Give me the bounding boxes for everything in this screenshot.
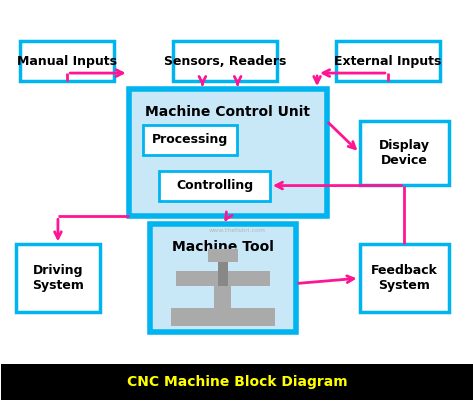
Bar [208,249,238,262]
FancyBboxPatch shape [128,89,327,217]
Text: CNC Machine Block Diagram: CNC Machine Block Diagram [127,375,347,389]
FancyBboxPatch shape [16,244,100,312]
Text: Machine Control Unit: Machine Control Unit [145,105,310,119]
Text: Display
Device: Display Device [379,139,430,167]
Text: Controlling: Controlling [176,179,253,192]
Text: Processing: Processing [152,133,228,146]
Bar [176,271,270,286]
FancyBboxPatch shape [173,41,277,81]
FancyBboxPatch shape [359,121,449,184]
FancyBboxPatch shape [359,244,449,312]
FancyBboxPatch shape [336,41,439,81]
FancyBboxPatch shape [150,225,296,332]
Text: Manual Inputs: Manual Inputs [18,55,118,68]
FancyBboxPatch shape [20,41,115,81]
Text: Feedback
System: Feedback System [371,264,438,292]
Text: www.thefabri.com: www.thefabri.com [209,228,265,233]
Text: Sensors, Readers: Sensors, Readers [164,55,286,68]
Text: Machine Tool: Machine Tool [172,240,274,254]
FancyBboxPatch shape [159,171,270,200]
Bar [214,286,231,308]
Bar [171,308,275,326]
Bar [218,258,228,286]
Text: Driving
System: Driving System [32,264,84,292]
FancyBboxPatch shape [143,125,237,155]
Text: External Inputs: External Inputs [334,55,441,68]
FancyBboxPatch shape [1,364,473,400]
